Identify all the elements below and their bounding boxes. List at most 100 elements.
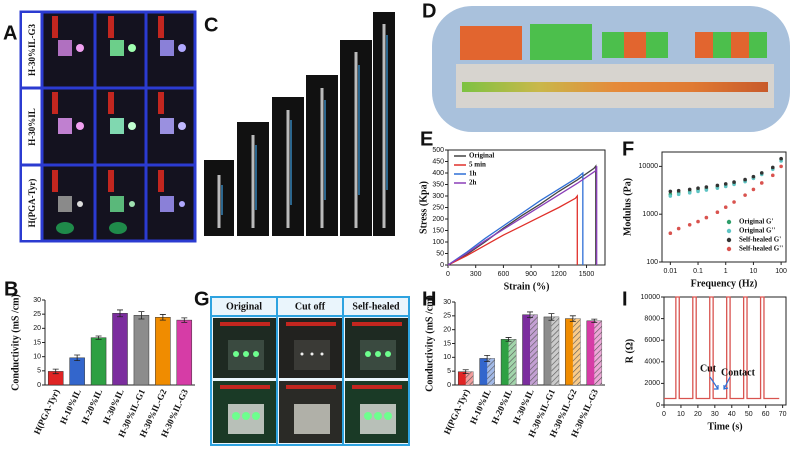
- panel-c: C: [204, 12, 395, 236]
- bar-hatch: [530, 314, 538, 385]
- x-tick-label: 20: [694, 411, 702, 418]
- data-point: [779, 164, 783, 169]
- data-point: [779, 156, 783, 161]
- y-tick-label: 450: [432, 158, 444, 165]
- bar-hatch: [465, 371, 474, 385]
- y-tick-label: 350: [432, 181, 444, 188]
- y-tick-label: 25: [443, 313, 451, 320]
- data-point: [723, 182, 728, 186]
- error-bar: [569, 315, 576, 322]
- y-tick-label: 4000: [644, 359, 660, 366]
- data-point: [751, 187, 756, 192]
- y-tick-label: 50: [436, 250, 444, 257]
- panel-letter: A: [3, 22, 17, 44]
- legend-swatch: [726, 219, 732, 225]
- y-tick-label: 500: [432, 147, 444, 154]
- data-point: [696, 186, 700, 190]
- annotation-arrow: [723, 376, 731, 390]
- stretched-strip: [462, 82, 768, 92]
- data-line: [447, 165, 598, 266]
- x-tick-label: 70: [779, 411, 787, 418]
- x-axis-label: Strain (%): [504, 281, 550, 292]
- y-axis-label: Conductivity (mS /cm): [424, 295, 435, 392]
- error-bar: [591, 318, 598, 323]
- y-tick-label: 0: [440, 262, 444, 269]
- error-bar: [484, 354, 491, 362]
- legend-label: 1h: [469, 170, 477, 178]
- y-axis-label: R (Ω): [624, 339, 635, 363]
- x-tick-label: 30: [711, 411, 719, 418]
- y-tick-label: 100: [432, 239, 444, 246]
- data-point: [704, 185, 709, 189]
- y-tick-label: 300: [432, 193, 444, 200]
- annotation: Cut: [700, 363, 717, 374]
- legend-label: 2h: [469, 179, 477, 187]
- x-tick-label: 50: [745, 411, 753, 418]
- y-tick-label: 10: [33, 354, 41, 361]
- x-tick-label: 1500: [579, 271, 595, 278]
- panel-letter: F: [622, 138, 634, 160]
- data-point: [676, 188, 681, 193]
- bar: [133, 315, 150, 386]
- chart: F Modulus (Pa) Frequency (Hz) 100 1000 10000 0…: [622, 138, 787, 289]
- specimens: [217, 24, 386, 228]
- y-tick-label: 10: [443, 354, 451, 361]
- data-point: [704, 215, 709, 220]
- y-tick-label: 10000: [639, 163, 659, 170]
- legend-swatch: [726, 237, 732, 243]
- data-point: [723, 205, 728, 210]
- x-tick-label: 0.1: [693, 268, 703, 275]
- x-tick-label: 40: [728, 411, 736, 418]
- y-tick-label: 200: [432, 216, 444, 223]
- y-tick-label: 5: [447, 368, 451, 375]
- y-tick-label: 0: [37, 382, 41, 389]
- label-column: [22, 13, 42, 240]
- y-tick-label: 8000: [644, 315, 660, 322]
- data-line: [447, 164, 597, 266]
- y-tick-label: 400: [432, 170, 444, 177]
- y-tick-label: 15: [33, 339, 41, 346]
- y-tick-label: 0: [656, 402, 660, 409]
- y-tick-label: 6000: [644, 337, 660, 344]
- data-point: [715, 183, 720, 188]
- panel-a: A H-30%IL-G3 H-30%IL H(PGA-Tyr): [3, 10, 197, 243]
- data-point: [676, 226, 681, 231]
- data-point: [732, 180, 736, 184]
- annotation: Contact: [721, 367, 756, 378]
- data-point: [732, 200, 736, 204]
- data-point: [687, 191, 692, 195]
- x-tick-label: 60: [762, 411, 770, 418]
- data-point: [687, 223, 692, 227]
- y-tick-label: 1000: [642, 211, 658, 218]
- bar: [176, 319, 193, 386]
- bar-hatch: [487, 358, 495, 385]
- y-tick-label: 150: [432, 227, 444, 234]
- data-line: [664, 296, 780, 400]
- x-tick-label: 10: [750, 268, 758, 275]
- row-label: H-30%IL-G3: [27, 24, 37, 77]
- data-point: [704, 188, 709, 192]
- error-bar: [159, 314, 166, 321]
- legend-label: Original G': [739, 218, 773, 226]
- y-tick-label: 0: [447, 382, 451, 389]
- gel: [460, 26, 522, 60]
- column-label: Original: [226, 301, 262, 312]
- y-axis-label: Conductivity (mS /cm): [10, 294, 21, 391]
- chart: E Stress (Kpa) Strain (%) 0 50 100 150 200 250 30…: [418, 128, 606, 292]
- x-tick-label: H(PGA-Tyr): [32, 387, 62, 435]
- x-tick-label: H(PGA-Tyr): [442, 387, 472, 435]
- column-label: Self-healed: [352, 301, 400, 312]
- data-point: [668, 189, 673, 194]
- error-bar: [505, 337, 512, 342]
- y-tick-label: 20: [443, 327, 451, 334]
- bar: [155, 317, 171, 386]
- data-point: [759, 181, 764, 185]
- annotation-arrow: [709, 376, 719, 390]
- x-axis-label: Frequency (Hz): [691, 278, 758, 289]
- error-bar: [527, 311, 533, 318]
- panel-letter: B: [4, 278, 18, 300]
- x-tick-label: 10: [677, 411, 685, 418]
- bar-hatch: [508, 339, 517, 385]
- panel-letter: G: [194, 288, 210, 310]
- x-tick-label: 0.01: [664, 268, 678, 275]
